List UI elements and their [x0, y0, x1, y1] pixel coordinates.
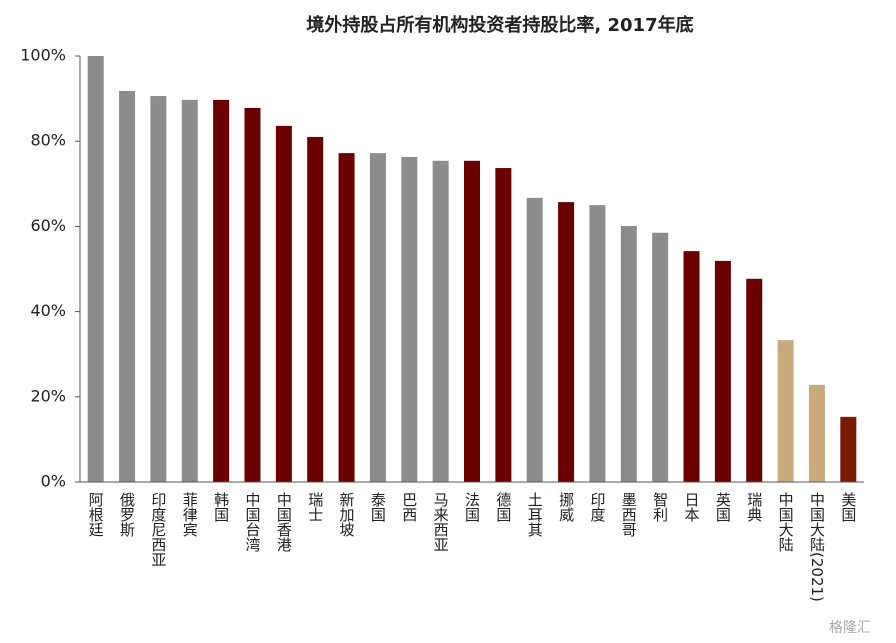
x-tick-label: 韩国: [212, 492, 230, 522]
x-tick-label: 中国台湾: [243, 492, 261, 552]
x-tick-label: 马来西亚: [432, 492, 450, 552]
y-tick-label: 20%: [30, 386, 66, 405]
bar: [808, 384, 825, 482]
bar: [432, 160, 449, 482]
x-tick-label: 智利: [651, 491, 669, 522]
x-tick-label: 法国: [463, 492, 481, 522]
bar: [369, 153, 386, 483]
bar: [213, 99, 230, 483]
bar: [683, 251, 700, 482]
x-tick-label: 泰国: [369, 492, 387, 522]
x-tick-label: 中国香港: [275, 492, 293, 552]
bar: [401, 156, 418, 482]
bar: [464, 160, 480, 482]
bar: [338, 153, 355, 483]
bar: [307, 136, 324, 482]
y-tick-label: 40%: [30, 301, 66, 320]
x-tick-label: 瑞士: [306, 492, 324, 522]
bar: [746, 278, 763, 482]
x-tick-label: 土耳其: [526, 492, 544, 537]
bar: [495, 168, 512, 482]
x-tick-label: 日本: [683, 492, 701, 522]
x-tick-label: 菲律宾: [181, 492, 199, 537]
bar: [589, 205, 606, 482]
x-tick-label: 瑞典: [745, 492, 763, 522]
x-tick-label: 美国: [839, 492, 857, 522]
bar: [150, 96, 167, 482]
bar: [620, 225, 637, 482]
x-tick-label: 巴西: [400, 492, 418, 522]
y-tick-label: 100%: [20, 46, 66, 65]
bar: [526, 197, 543, 482]
bar: [777, 340, 794, 482]
y-tick-label: 80%: [30, 131, 66, 150]
bar: [87, 56, 104, 482]
bar: [119, 90, 136, 482]
bar: [275, 125, 292, 482]
y-tick-label: 0%: [41, 472, 66, 491]
x-tick-label: 中国大陆(2021): [808, 492, 826, 602]
x-tick-label: 德国: [494, 491, 512, 522]
x-tick-label: 中国大陆: [777, 492, 795, 552]
x-tick-label: 俄罗斯: [118, 492, 136, 538]
bar: [558, 202, 575, 483]
x-tick-label: 阿根廷: [87, 492, 105, 537]
bar: [652, 232, 669, 482]
x-tick-label: 挪威: [557, 492, 575, 523]
x-tick-label: 印度: [588, 492, 606, 522]
bar: [840, 416, 857, 482]
x-tick-label: 墨西哥: [620, 492, 638, 537]
x-tick-label: 新加坡: [338, 492, 356, 537]
x-tick-label: 英国: [714, 491, 732, 522]
bar: [181, 99, 198, 483]
y-tick-label: 60%: [30, 216, 66, 235]
bar: [244, 107, 261, 483]
bar: [714, 260, 731, 482]
x-tick-label: 印度尼西亚: [149, 492, 167, 567]
watermark: 格隆汇: [829, 620, 871, 636]
chart-title: 境外持股占所有机构投资者持股比率, 2017年底: [306, 14, 693, 36]
